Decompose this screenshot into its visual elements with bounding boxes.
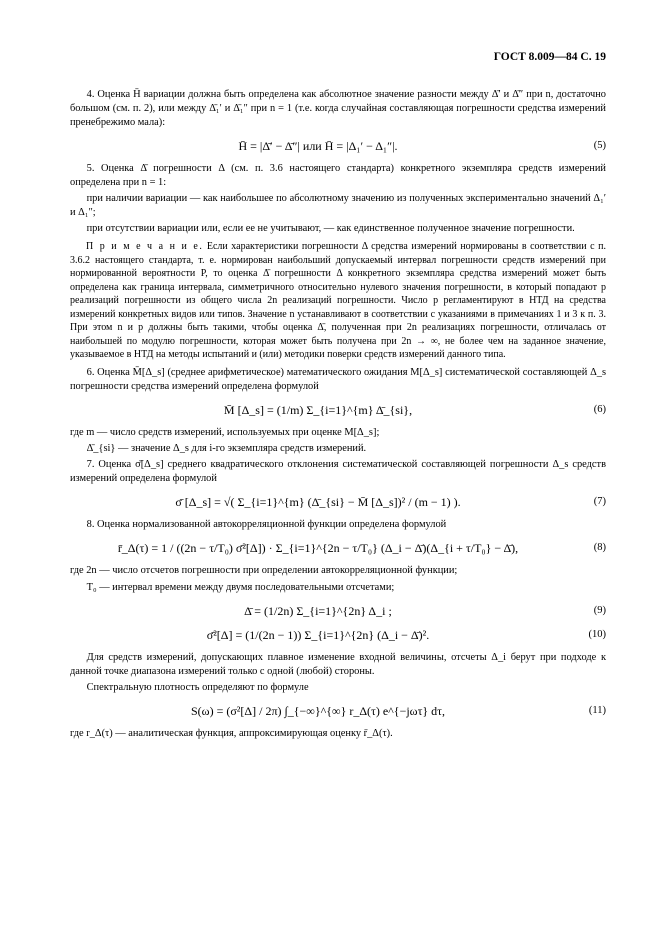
- equation-10-row: σ̄²[Δ] = (1/(2n − 1)) Σ_{i=1}^{2n} (Δ_i …: [70, 627, 606, 643]
- note-text: Если характеристики погрешности Δ средст…: [70, 241, 606, 360]
- equation-7-row: σ̄ [Δ_s] = √( Σ_{i=1}^{m} (Δ̄_{si} − M̄ …: [70, 494, 606, 510]
- equation-5-num: (5): [566, 139, 606, 153]
- para-6b: Δ̄_{si} — значение Δ_s для i-го экземпля…: [70, 442, 606, 456]
- para-5: 5. Оценка Δ̄ погрешности Δ (см. п. 3.6 н…: [70, 162, 606, 190]
- para-11: где r_Δ(τ) — аналитическая функция, аппр…: [70, 727, 606, 741]
- equation-6: M̄ [Δ_s] = (1/m) Σ_{i=1}^{m} Δ̄_{si},: [70, 402, 566, 418]
- equation-9-num: (9): [566, 604, 606, 618]
- equation-8-row: r̄_Δ(τ) = 1 / ((2n − τ/T₀) σ̄²[Δ]) · Σ_{…: [70, 540, 606, 556]
- page-header: ГОСТ 8.009—84 С. 19: [70, 50, 606, 66]
- equation-9-row: Δ̄ = (1/2n) Σ_{i=1}^{2n} Δ_i ; (9): [70, 603, 606, 619]
- equation-11-row: S(ω) = (σ²[Δ] / 2π) ∫_{−∞}^{∞} r_Δ(τ) e^…: [70, 703, 606, 719]
- para-6a: где m — число средств измерений, использ…: [70, 426, 606, 440]
- equation-7: σ̄ [Δ_s] = √( Σ_{i=1}^{m} (Δ̄_{si} − M̄ …: [70, 494, 566, 510]
- equation-9: Δ̄ = (1/2n) Σ_{i=1}^{2n} Δ_i ;: [70, 603, 566, 619]
- equation-8: r̄_Δ(τ) = 1 / ((2n − τ/T₀) σ̄²[Δ]) · Σ_{…: [70, 540, 566, 556]
- equation-10-num: (10): [566, 628, 606, 642]
- equation-7-num: (7): [566, 495, 606, 509]
- equation-11: S(ω) = (σ²[Δ] / 2π) ∫_{−∞}^{∞} r_Δ(τ) e^…: [70, 703, 566, 719]
- para-5b: при отсутствии вариации или, если ее не …: [70, 222, 606, 236]
- equation-10: σ̄²[Δ] = (1/(2n − 1)) Σ_{i=1}^{2n} (Δ_i …: [70, 627, 566, 643]
- equation-8-num: (8): [566, 541, 606, 555]
- equation-11-num: (11): [566, 704, 606, 718]
- note-1: П р и м е ч а н и е. Если характеристики…: [70, 240, 606, 362]
- para-10: Спектральную плотность определяют по фор…: [70, 681, 606, 695]
- para-5a: при наличии вариации — как наибольшее по…: [70, 192, 606, 220]
- para-6: 6. Оценка M̄[Δ_s] (среднее арифметическо…: [70, 366, 606, 394]
- para-4: 4. Оценка H̄ вариации должна быть опреде…: [70, 88, 606, 130]
- para-8a: где 2n — число отсчетов погрешности при …: [70, 564, 606, 578]
- para-9: Для средств измерений, допускающих плавн…: [70, 651, 606, 679]
- para-8: 8. Оценка нормализованной автокорреляцио…: [70, 518, 606, 532]
- equation-6-row: M̄ [Δ_s] = (1/m) Σ_{i=1}^{m} Δ̄_{si}, (6…: [70, 402, 606, 418]
- para-8b: T₀ — интервал времени между двумя послед…: [70, 581, 606, 595]
- para-7: 7. Оценка σ̄[Δ_s] среднего квадратическо…: [70, 458, 606, 486]
- equation-6-num: (6): [566, 403, 606, 417]
- note-label: П р и м е ч а н и е.: [86, 241, 203, 252]
- equation-5: H̄ = |Δ̄′ − Δ̄″| или H̄ = |Δ₁′ − Δ₁″|.: [70, 138, 566, 154]
- equation-5-row: H̄ = |Δ̄′ − Δ̄″| или H̄ = |Δ₁′ − Δ₁″|. (…: [70, 138, 606, 154]
- page: ГОСТ 8.009—84 С. 19 4. Оценка H̄ вариаци…: [0, 0, 661, 783]
